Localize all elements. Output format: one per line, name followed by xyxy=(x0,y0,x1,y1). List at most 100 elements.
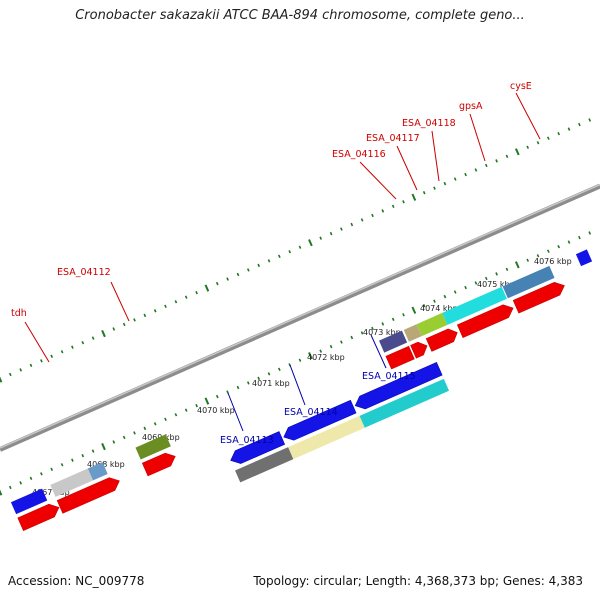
major-tick xyxy=(411,306,417,314)
gene-feature[interactable] xyxy=(359,378,450,428)
minor-tick xyxy=(402,200,405,204)
minor-tick xyxy=(329,344,333,349)
gene-feature[interactable] xyxy=(416,312,448,337)
minor-tick xyxy=(8,372,12,377)
minor-tick xyxy=(474,281,478,285)
gene-label-esa-04115[interactable]: ESA_04115 xyxy=(362,371,416,382)
reverse-gene-labels: ESA_04113 ESA_04114 ESA_04115 xyxy=(220,334,416,446)
minor-tick xyxy=(526,145,530,149)
minor-tick xyxy=(340,340,343,344)
forward-cds-arrow[interactable] xyxy=(456,302,516,339)
minor-tick xyxy=(360,331,364,335)
minor-tick xyxy=(29,476,33,481)
major-tick xyxy=(204,284,210,292)
major-tick xyxy=(308,352,313,360)
gene-label-esa-04117[interactable]: ESA_04117 xyxy=(366,133,420,144)
minor-tick xyxy=(81,340,85,345)
minor-tick xyxy=(8,485,12,490)
minor-tick xyxy=(246,381,250,385)
gene-feature[interactable] xyxy=(442,286,507,325)
gene-label-esa-04112[interactable]: ESA_04112 xyxy=(57,267,111,278)
minor-tick xyxy=(484,276,488,281)
major-tick xyxy=(101,442,106,451)
minor-tick xyxy=(153,309,157,313)
label-leader-line xyxy=(431,130,440,182)
kbp-label: 4072 kbp xyxy=(307,353,345,362)
gene-label-esa-04118[interactable]: ESA_04118 xyxy=(402,118,456,129)
minor-tick xyxy=(246,268,250,272)
minor-tick xyxy=(50,467,54,472)
minor-tick xyxy=(371,326,374,331)
gene-feature[interactable] xyxy=(87,462,108,481)
forward-cds-arrow[interactable] xyxy=(410,339,430,359)
minor-tick xyxy=(391,204,395,209)
gene-label-cyse[interactable]: cysE xyxy=(510,81,532,92)
minor-tick xyxy=(495,159,498,163)
minor-tick xyxy=(40,472,43,476)
minor-tick xyxy=(453,290,457,294)
minor-tick xyxy=(557,244,561,249)
gene-label-esa-04114[interactable]: ESA_04114 xyxy=(284,407,338,418)
major-tick xyxy=(0,376,3,383)
gene-feature[interactable] xyxy=(403,324,422,342)
gene-feature[interactable] xyxy=(288,415,365,460)
minor-tick xyxy=(298,358,302,362)
reverse-cds-arrow[interactable] xyxy=(281,399,357,443)
forward-cds-arrow[interactable] xyxy=(56,474,122,514)
gene-feature[interactable] xyxy=(135,434,171,460)
gene-feature[interactable] xyxy=(379,330,408,353)
minor-tick xyxy=(112,327,116,331)
minor-tick xyxy=(319,349,323,353)
gene-feature[interactable] xyxy=(235,447,294,483)
minor-tick xyxy=(329,231,333,236)
minor-tick xyxy=(164,304,167,309)
minor-tick xyxy=(546,136,550,140)
minor-tick xyxy=(422,190,426,195)
forward-cds-arrow[interactable] xyxy=(512,279,567,314)
reverse-gene-track xyxy=(235,378,450,483)
minor-tick xyxy=(402,313,405,317)
label-leader-line xyxy=(289,364,306,406)
kbp-label: 4070 kbp xyxy=(197,406,235,415)
gene-feature[interactable] xyxy=(575,249,593,267)
forward-cds-arrow[interactable] xyxy=(141,450,178,477)
minor-tick xyxy=(474,168,478,172)
reverse-cds-arrow[interactable] xyxy=(352,362,443,412)
minor-tick xyxy=(184,408,188,412)
gene-label-tdh[interactable]: tdh xyxy=(11,308,27,319)
forward-gene-labels: tdh ESA_04112 ESA_04116 ESA_04117 ESA_04… xyxy=(11,81,541,363)
kbp-label: 4068 kbp xyxy=(87,460,125,469)
label-leader-line xyxy=(227,392,244,432)
gene-label-esa-04113[interactable]: ESA_04113 xyxy=(220,435,274,446)
major-tick xyxy=(411,193,417,201)
minor-tick xyxy=(40,359,43,363)
minor-tick xyxy=(277,367,281,372)
minor-tick xyxy=(60,350,64,354)
gene-feature[interactable] xyxy=(10,488,48,515)
minor-tick xyxy=(557,131,561,136)
minor-tick xyxy=(215,281,219,286)
minor-tick xyxy=(236,385,240,390)
major-tick xyxy=(0,489,3,496)
gene-feature[interactable] xyxy=(50,468,94,497)
major-tick xyxy=(514,261,520,269)
map-title: Cronobacter sakazakii ATCC BAA-894 chrom… xyxy=(75,8,525,23)
minor-tick xyxy=(484,163,488,168)
gene-feature[interactable] xyxy=(502,265,555,299)
forward-cds-arrow[interactable] xyxy=(385,345,415,370)
forward-cds-arrow[interactable] xyxy=(17,501,62,531)
reverse-cds-track xyxy=(228,362,443,466)
minor-tick xyxy=(381,209,385,213)
gene-label-esa-04116[interactable]: ESA_04116 xyxy=(332,149,386,160)
gene-label-gpsa[interactable]: gpsA xyxy=(459,101,483,112)
reverse-cds-arrow[interactable] xyxy=(228,431,286,466)
accession-text: Accession: NC_009778 xyxy=(8,574,145,588)
reverse-tick-track xyxy=(0,231,592,496)
minor-tick xyxy=(91,449,95,453)
genome-stats-text: Topology: circular; Length: 4,368,373 bp… xyxy=(253,574,583,588)
forward-cds-arrow[interactable] xyxy=(425,326,460,352)
minor-tick xyxy=(184,295,188,299)
minor-tick xyxy=(71,345,74,349)
kbp-label: 4073 kbp xyxy=(363,328,401,337)
